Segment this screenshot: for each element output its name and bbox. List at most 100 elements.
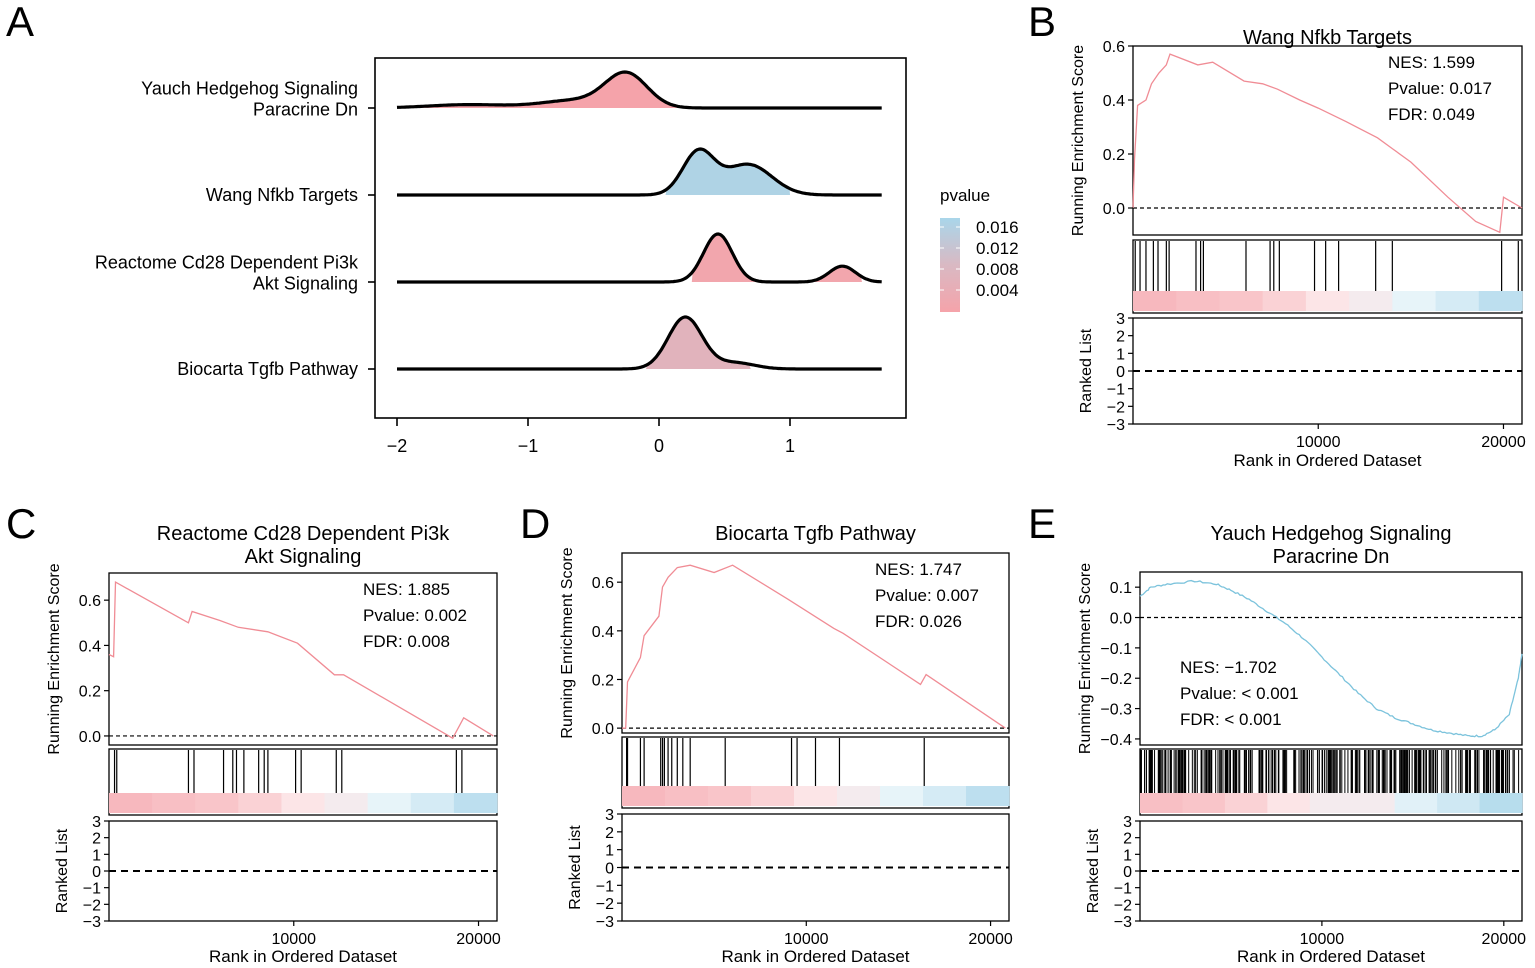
ranked-ytick-label: −3 xyxy=(1114,914,1132,931)
legend-title: pvalue xyxy=(940,186,990,205)
ranked-ytick-label: −1 xyxy=(83,881,101,898)
ranked-xtick-label: 10000 xyxy=(1300,931,1345,948)
legend-label: 0.016 xyxy=(976,218,1019,237)
legend-label: 0.008 xyxy=(976,260,1019,279)
ranked-ytick-label: −1 xyxy=(1107,382,1125,399)
ranked-ytick-label: −3 xyxy=(596,914,614,931)
ranked-ytick-label: −1 xyxy=(596,878,614,895)
es-ylabel: Running Enrichment Score xyxy=(1070,45,1087,236)
rank-color-segment xyxy=(1262,291,1307,311)
panel-letter-b: B xyxy=(1028,0,1056,45)
ranked-xtick-label: 20000 xyxy=(456,931,501,948)
rank-color-segment xyxy=(109,793,153,813)
es-plot-frame xyxy=(621,552,1010,734)
ridgeline-densities xyxy=(396,70,882,371)
panel-letter-c: C xyxy=(6,500,36,547)
ranked-xtick-label: 10000 xyxy=(784,931,829,948)
es-ytick-label: 0.4 xyxy=(592,624,614,641)
ridge-xtick-label: −2 xyxy=(387,436,408,456)
ridge-category-label: Yauch Hedgehog Signaling xyxy=(141,79,358,99)
ridge-fill-3 xyxy=(691,234,862,282)
ranked-xtick-label: 20000 xyxy=(1481,434,1526,451)
gsea-title: Akt Signaling xyxy=(245,546,362,568)
gsea-stat: FDR: < 0.001 xyxy=(1180,710,1282,729)
ridge-line-4 xyxy=(397,315,882,371)
ranked-ytick-label: 2 xyxy=(1116,329,1125,346)
gsea-panel-d: Biocarta Tgfb Pathway 0.0 0.2 0.4 0.6 Running… xyxy=(559,523,1013,966)
ranked-xtick-label: 20000 xyxy=(1482,931,1527,948)
es-curve xyxy=(1139,579,1523,738)
ranked-ytick-label: 0 xyxy=(1123,864,1132,881)
ranked-ytick-label: 3 xyxy=(605,807,614,824)
es-plot-frame xyxy=(108,572,498,746)
panel-letter-e: E xyxy=(1028,500,1056,547)
ridge-category-label: Akt Signaling xyxy=(253,274,358,294)
ridge-fill-1 xyxy=(410,72,686,108)
rank-color-segment xyxy=(1435,291,1480,311)
es-ytick-label: 0.0 xyxy=(1103,201,1125,218)
rank-color-segment xyxy=(195,793,239,813)
ridge-line-2 xyxy=(397,147,882,197)
gsea-stat: Pvalue: 0.017 xyxy=(1388,79,1492,98)
ranked-ytick-label: 1 xyxy=(92,847,101,864)
ranked-ytick-label: 0 xyxy=(92,864,101,881)
ranked-ytick-label: −3 xyxy=(83,914,101,931)
ranked-ytick-label: 3 xyxy=(1116,311,1125,328)
es-ytick-label: 0.4 xyxy=(1103,93,1125,110)
es-ylabel: Running Enrichment Score xyxy=(46,563,63,754)
rank-color-segment xyxy=(837,786,881,806)
ridge-xtick-label: −1 xyxy=(518,436,539,456)
ridge-line-1 xyxy=(396,70,882,110)
ranked-ytick-label: −2 xyxy=(596,896,614,913)
gsea-stat: NES: 1.885 xyxy=(363,580,450,599)
rank-color-segment xyxy=(1392,291,1437,311)
gsea-stat: NES: 1.747 xyxy=(875,560,962,579)
es-curve xyxy=(108,581,494,740)
es-ylabel: Running Enrichment Score xyxy=(1077,563,1094,754)
es-ytick-label: −0.2 xyxy=(1100,671,1132,688)
ranked-ylabel: Ranked List xyxy=(1078,328,1095,413)
ridgeline-x-axis: −2 −1 0 1 xyxy=(387,418,795,456)
rank-color-segment xyxy=(410,793,455,813)
ranked-ytick-label: 2 xyxy=(92,831,101,848)
rank-color-segment xyxy=(665,786,709,806)
gsea-panel-b: Wang Nfkb Targets 0.0 0.2 0.4 0.6 Running Enr… xyxy=(1070,27,1526,470)
gsea-panels: Wang Nfkb Targets 0.0 0.2 0.4 0.6 Running Enr… xyxy=(46,27,1526,966)
hit-plot-frame xyxy=(1132,239,1523,314)
rank-color-segment xyxy=(281,793,326,813)
rank-color-segment xyxy=(1349,291,1393,311)
legend-colorbar xyxy=(940,218,960,312)
ridge-line-3 xyxy=(397,232,882,284)
es-ytick-label: 0.0 xyxy=(79,729,101,746)
ranked-ytick-label: −2 xyxy=(83,897,101,914)
rank-color-segment xyxy=(324,793,369,813)
legend-label: 0.012 xyxy=(976,239,1019,258)
rank-color-segment xyxy=(1305,291,1350,311)
gsea-title: Reactome Cd28 Dependent Pi3k xyxy=(157,523,450,545)
ridge-fill-4 xyxy=(645,317,751,369)
gsea-stat: Pvalue: 0.007 xyxy=(875,586,979,605)
legend-label: 0.004 xyxy=(976,281,1019,300)
rank-color-segment xyxy=(751,786,795,806)
ranked-ytick-label: 0 xyxy=(605,861,614,878)
gsea-stat: FDR: 0.049 xyxy=(1388,105,1475,124)
ranked-ytick-label: 1 xyxy=(1123,847,1132,864)
rank-color-segment xyxy=(238,793,283,813)
rank-color-segment xyxy=(708,786,752,806)
panel-letter-d: D xyxy=(520,500,550,547)
rank-color-segment xyxy=(1479,793,1523,813)
ranked-ytick-label: 1 xyxy=(1116,346,1125,363)
gsea-stat: NES: 1.599 xyxy=(1388,53,1475,72)
ranked-xtick-label: 10000 xyxy=(1296,434,1341,451)
rank-color-segment xyxy=(794,786,838,806)
rank-color-segment xyxy=(1309,793,1353,813)
rank-color-segment xyxy=(453,793,498,813)
gsea-xlabel: Rank in Ordered Dataset xyxy=(1233,451,1421,470)
ranked-ytick-label: −3 xyxy=(1107,417,1125,434)
es-ytick-label: 0.2 xyxy=(1103,147,1125,164)
rank-color-segment xyxy=(1176,291,1221,311)
